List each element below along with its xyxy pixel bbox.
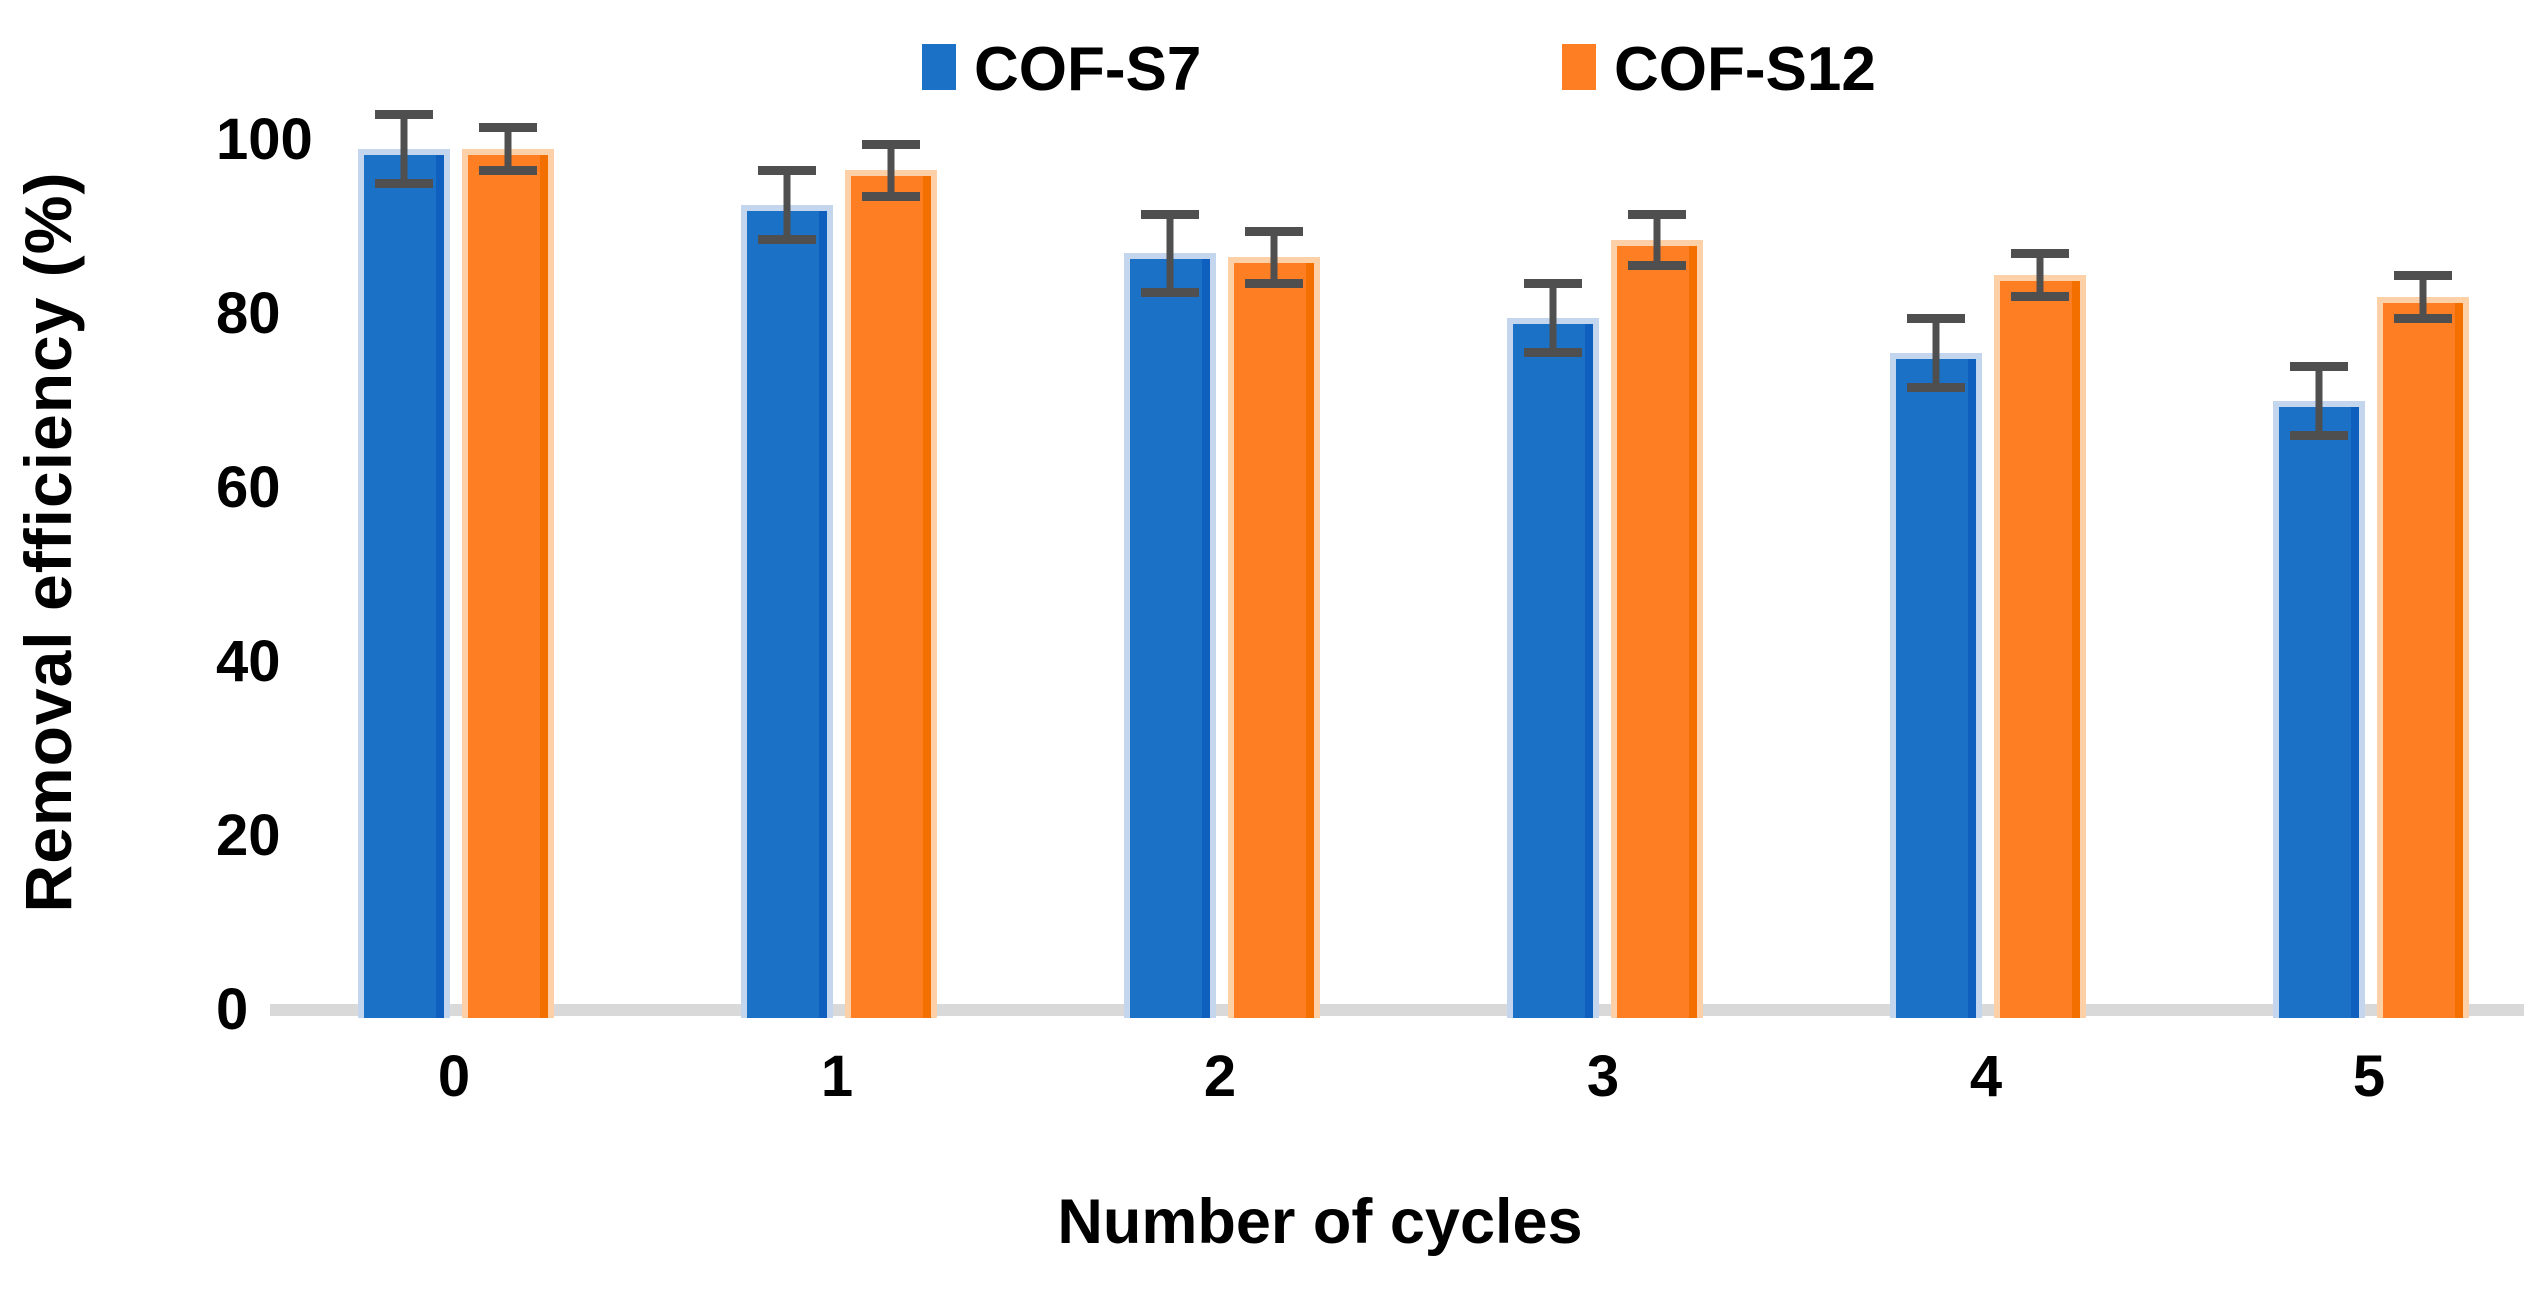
x-axis-title: Number of cycles (1057, 1187, 1583, 1257)
bar-cof-s12-cycle-1 (845, 170, 937, 1018)
bar-cof-s7-cycle-2 (1124, 253, 1216, 1018)
bar-cof-s12-cycle-0 (462, 148, 554, 1018)
error-bar-cof-s7-cycle-3 (1513, 279, 1593, 358)
y-tick-label-80: 80 (216, 281, 281, 346)
y-tick-label-40: 40 (216, 629, 281, 694)
x-axis-line (270, 1004, 2524, 1016)
error-bar-cof-s12-cycle-0 (468, 122, 548, 175)
bar-cof-s12-cycle-3 (1611, 240, 1703, 1018)
bar-cof-s12-cycle-4 (1994, 274, 2086, 1018)
y-tick-label-20: 20 (216, 803, 281, 868)
x-tick-label-3: 3 (1586, 1044, 1620, 1109)
y-tick-label-0: 0 (216, 977, 249, 1042)
error-bar-cof-s7-cycle-5 (2279, 361, 2359, 441)
error-bar-cof-s12-cycle-4 (2000, 248, 2080, 301)
y-axis-title: Removal efficiency (%) (11, 171, 85, 913)
error-bar-cof-s12-cycle-5 (2383, 270, 2463, 323)
error-bar-cof-s12-cycle-2 (1234, 227, 1314, 288)
bar-cof-s7-cycle-3 (1507, 318, 1599, 1018)
error-bar-cof-s12-cycle-1 (851, 140, 931, 201)
error-bar-cof-s7-cycle-4 (1896, 314, 1976, 393)
x-tick-label-5: 5 (2352, 1044, 2386, 1109)
x-tick-label-0: 0 (437, 1044, 471, 1109)
y-tick-label-100: 100 (216, 107, 313, 172)
x-tick-label-4: 4 (1969, 1044, 2003, 1109)
bar-cof-s7-cycle-4 (1890, 353, 1982, 1018)
legend-marker-cof-s12 (1562, 44, 1596, 90)
error-bar-cof-s7-cycle-0 (364, 109, 444, 188)
legend-label-cof-s7: COF-S7 (974, 35, 1202, 104)
error-bar-cof-s12-cycle-3 (1617, 209, 1697, 271)
x-tick-label-1: 1 (820, 1044, 854, 1109)
bar-cof-s12-cycle-5 (2377, 296, 2469, 1018)
error-bar-cof-s7-cycle-1 (747, 166, 827, 245)
bar-cof-s7-cycle-0 (358, 148, 450, 1018)
x-tick-label-2: 2 (1203, 1044, 1237, 1109)
bar-cof-s12-cycle-2 (1228, 257, 1320, 1018)
bar-cof-s7-cycle-1 (741, 205, 833, 1018)
legend-marker-cof-s7 (922, 44, 956, 90)
y-tick-label-60: 60 (216, 455, 281, 520)
legend: COF-S7 COF-S12 (0, 28, 2541, 118)
bar-cof-s7-cycle-5 (2273, 401, 2365, 1018)
error-bar-cof-s7-cycle-2 (1130, 209, 1210, 297)
legend-label-cof-s12: COF-S12 (1614, 35, 1876, 104)
